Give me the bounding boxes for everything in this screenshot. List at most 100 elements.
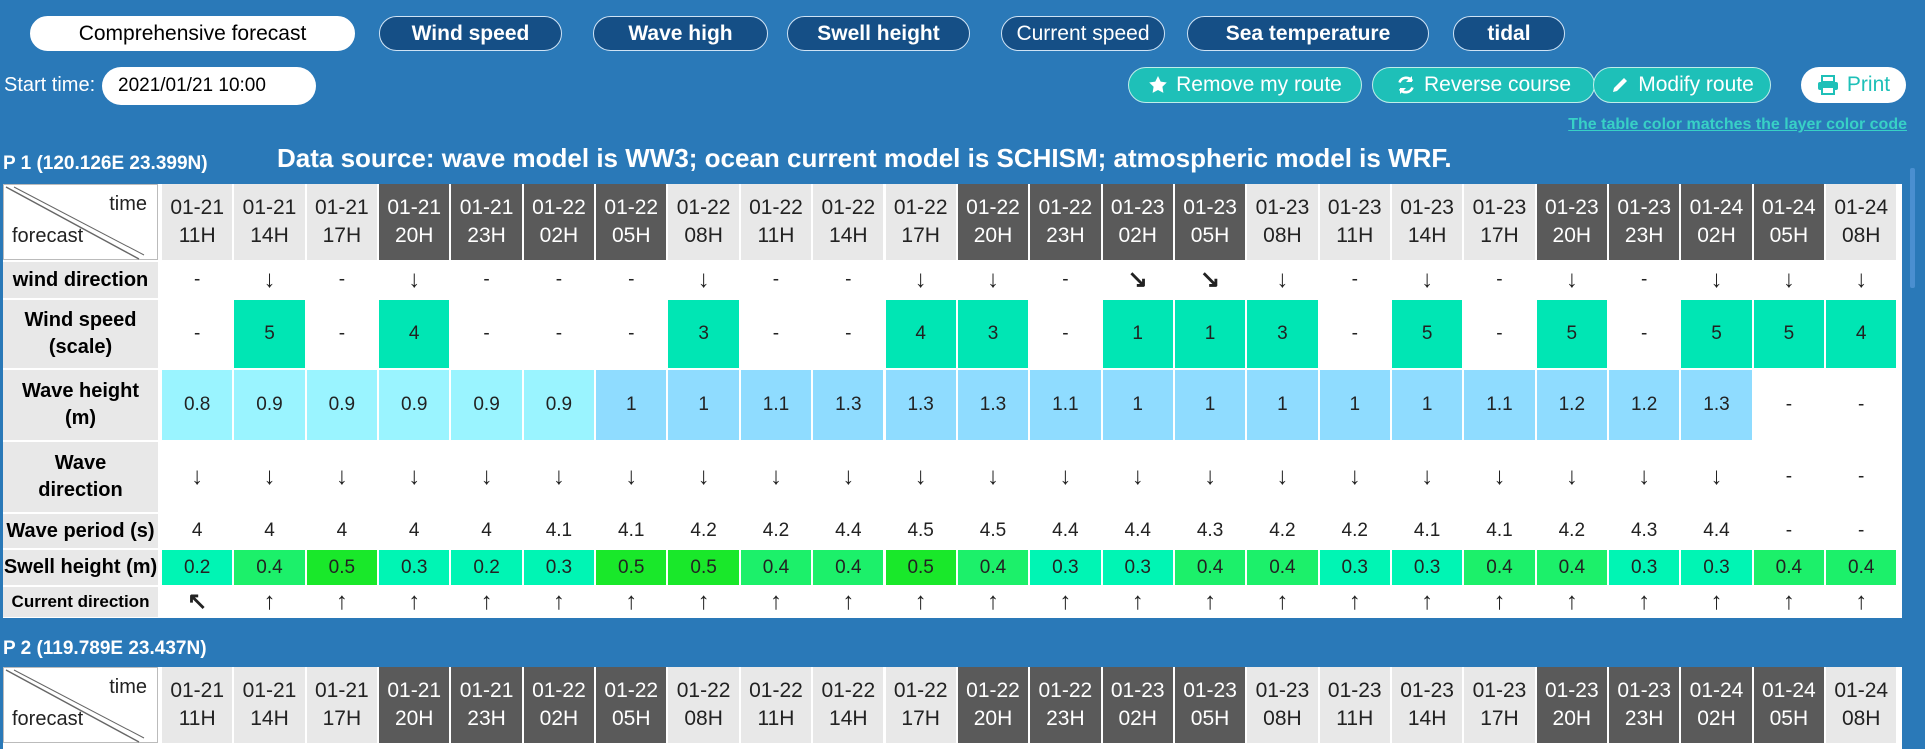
value-cell: - bbox=[194, 323, 201, 345]
time-hour: 05H bbox=[612, 707, 651, 730]
time-hour: 17H bbox=[901, 707, 940, 730]
corner-diagonal bbox=[5, 669, 145, 743]
direction-arrow-cell: ↘ bbox=[1127, 265, 1148, 293]
value-cell: 0.3 bbox=[1030, 550, 1101, 585]
time-hour: 02H bbox=[1697, 707, 1736, 730]
time-hour: 14H bbox=[250, 224, 289, 247]
direction-arrow-cell: ↓ bbox=[697, 265, 710, 293]
time-header: 01-24 08H bbox=[1826, 184, 1897, 260]
value-cell: 0.8 bbox=[162, 370, 233, 440]
direction-arrow-cell: ↑ bbox=[1276, 587, 1289, 615]
direction-arrow-cell: ↑ bbox=[1638, 587, 1651, 615]
time-date: 01-22 bbox=[893, 678, 948, 702]
time-hour: 14H bbox=[1407, 707, 1447, 730]
tab-sea-temperature[interactable]: Sea temperature bbox=[1187, 16, 1429, 51]
direction-arrow-cell: ↓ bbox=[480, 462, 493, 490]
value-cell: 1 bbox=[668, 370, 739, 440]
time-hour: 17H bbox=[901, 224, 940, 247]
value-cell: 4.4 bbox=[1052, 520, 1079, 542]
direction-arrow-cell: ↓ bbox=[1565, 462, 1578, 490]
value-cell: 1 bbox=[1247, 370, 1318, 440]
value-cell: 4.3 bbox=[1630, 520, 1658, 542]
value-cell: 1.3 bbox=[813, 370, 884, 440]
tab-comprehensive-forecast[interactable]: Comprehensive forecast bbox=[30, 16, 355, 51]
value-cell: 1.1 bbox=[740, 370, 812, 440]
direction-arrow-cell: - bbox=[194, 269, 201, 291]
time-hour: 20H bbox=[394, 224, 434, 247]
remove-my-route-button[interactable]: Remove my route bbox=[1128, 67, 1362, 103]
value-cell: 0.5 bbox=[596, 550, 667, 585]
time-hour: 05H bbox=[1190, 224, 1230, 247]
time-hour: 20H bbox=[973, 224, 1013, 247]
time-hour: 14H bbox=[250, 707, 289, 730]
tab-wind-speed[interactable]: Wind speed bbox=[379, 16, 562, 51]
time-date: 01-23 bbox=[1255, 195, 1310, 219]
direction-arrow-cell: ↑ bbox=[1855, 587, 1868, 615]
time-date: 01-24 bbox=[1834, 678, 1889, 702]
tab-wave-high[interactable]: Wave high bbox=[593, 16, 768, 51]
pencil-icon bbox=[1613, 78, 1628, 92]
value-cell: 4.1 bbox=[545, 520, 573, 542]
value-cell: 0.3 bbox=[1681, 550, 1752, 585]
value-cell: 0.3 bbox=[523, 550, 595, 585]
time-date: 01-24 bbox=[1834, 195, 1889, 219]
value-cell: 4.1 bbox=[618, 520, 645, 542]
direction-arrow-cell: ↓ bbox=[1565, 265, 1578, 293]
value-cell: 4.2 bbox=[1558, 520, 1586, 542]
point-1-table: time forecast 01-21 11H 01-21 14H 01-21 17H 01-2… bbox=[3, 184, 1902, 618]
row-label: wind direction bbox=[3, 262, 158, 298]
time-header: 01-23 08H bbox=[1247, 184, 1318, 260]
time-hour: 11H bbox=[1336, 224, 1374, 247]
direction-arrow-cell: ↓ bbox=[987, 462, 1000, 490]
time-hour: 20H bbox=[394, 707, 434, 730]
time-header: 01-22 08H bbox=[668, 667, 739, 743]
time-header: 01-23 14H bbox=[1391, 184, 1463, 260]
value-cell: 5 bbox=[1391, 300, 1463, 368]
time-hour: 23H bbox=[1046, 707, 1085, 730]
reverse-course-button[interactable]: Reverse course bbox=[1372, 67, 1595, 103]
time-date: 01-21 bbox=[170, 195, 225, 219]
tab-tidal[interactable]: tidal bbox=[1453, 16, 1565, 51]
value-cell: - bbox=[1858, 520, 1865, 542]
direction-arrow-cell: - bbox=[338, 269, 346, 291]
direction-arrow-cell: ↓ bbox=[625, 462, 638, 490]
print-button[interactable]: Print bbox=[1801, 67, 1906, 103]
value-cell: 1.1 bbox=[1464, 370, 1535, 440]
value-cell: 1 bbox=[1102, 300, 1173, 368]
time-date: 01-21 bbox=[242, 678, 297, 702]
value-cell: 4.5 bbox=[979, 520, 1007, 542]
direction-arrow-cell: ↓ bbox=[1638, 462, 1651, 490]
time-hour: 11H bbox=[178, 707, 216, 730]
value-cell: 4.2 bbox=[690, 520, 717, 542]
start-time-label: Start time: bbox=[4, 74, 96, 96]
corner-time-label: time bbox=[109, 676, 147, 698]
direction-arrow-cell: ↑ bbox=[1421, 587, 1434, 615]
tab-current-speed[interactable]: Current speed bbox=[1001, 16, 1165, 51]
time-date: 01-23 bbox=[1472, 678, 1527, 702]
value-cell: 4.3 bbox=[1196, 520, 1224, 542]
value-cell: - bbox=[483, 323, 490, 345]
tab-swell-height[interactable]: Swell height bbox=[787, 16, 970, 51]
time-header: 01-23 02H bbox=[1102, 184, 1173, 260]
value-cell: 0.2 bbox=[162, 550, 233, 585]
start-time-input[interactable] bbox=[102, 67, 316, 105]
value-cell: 5 bbox=[1536, 300, 1607, 368]
direction-arrow-cell: ↓ bbox=[1421, 462, 1434, 490]
scrollbar[interactable] bbox=[1910, 168, 1915, 288]
time-header: 01-22 05H bbox=[596, 184, 667, 260]
table-color-note-link[interactable]: The table color matches the layer color … bbox=[1568, 116, 1907, 133]
direction-arrow-cell: ↖ bbox=[187, 587, 208, 615]
row-label: Swell height (m) bbox=[3, 550, 158, 585]
direction-arrow-cell: - bbox=[1062, 269, 1069, 291]
value-cell: 4.2 bbox=[1341, 520, 1368, 542]
time-hour: 23H bbox=[1046, 224, 1085, 247]
time-hour: 02H bbox=[1118, 707, 1157, 730]
modify-route-button[interactable]: Modify route bbox=[1593, 67, 1771, 103]
time-date: 01-23 bbox=[1617, 195, 1672, 219]
direction-arrow-cell: ↑ bbox=[552, 587, 565, 615]
value-cell: 1 bbox=[1174, 300, 1246, 368]
time-hour: 08H bbox=[1841, 224, 1881, 247]
time-hour: 02H bbox=[1118, 224, 1157, 247]
time-hour: 20H bbox=[1552, 224, 1592, 247]
direction-arrow-cell: - bbox=[1496, 269, 1503, 291]
